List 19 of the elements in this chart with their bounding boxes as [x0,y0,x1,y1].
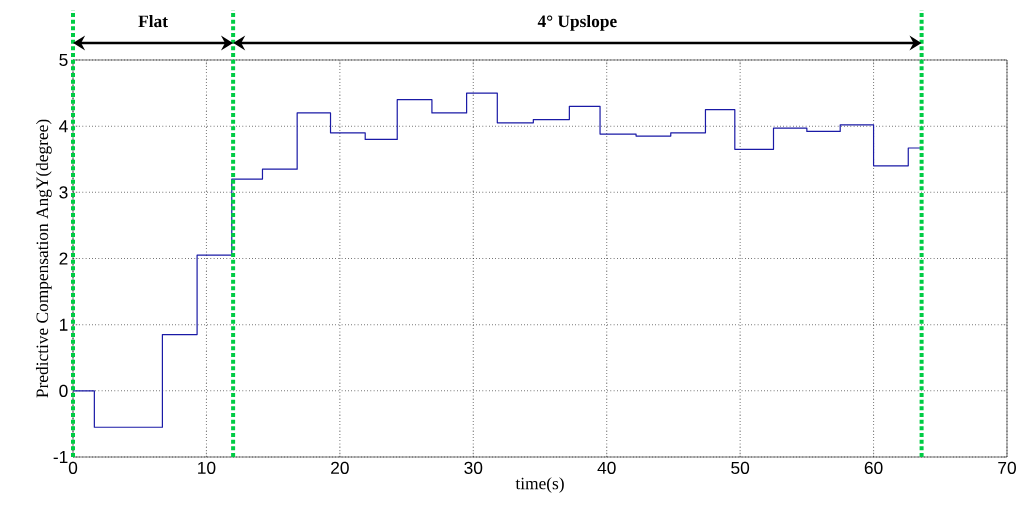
y-tick-label: 4 [59,120,68,133]
y-tick-label: 2 [59,252,68,265]
x-tick-label: 30 [464,461,483,474]
y-axis-title: Predictive Compensation AngY(degree) [35,119,52,398]
x-tick-label: 40 [597,461,616,474]
x-tick-label: 60 [864,461,883,474]
y-tick-label: 0 [59,384,68,397]
x-tick-label: 20 [331,461,349,474]
y-tick-label: -1 [53,451,68,463]
x-tick-label: 70 [998,461,1016,474]
y-tick-label: 5 [59,53,68,67]
x-axis-title: time(s) [515,477,564,493]
y-tick-label: 3 [59,186,68,199]
text: 4° Upslope [537,14,617,31]
x-tick-label: 10 [198,461,216,474]
x-tick-label: 0 [68,461,78,474]
y-tick-label: 1 [59,318,68,331]
text: Flat [138,14,168,28]
x-tick-label: 50 [731,461,750,474]
